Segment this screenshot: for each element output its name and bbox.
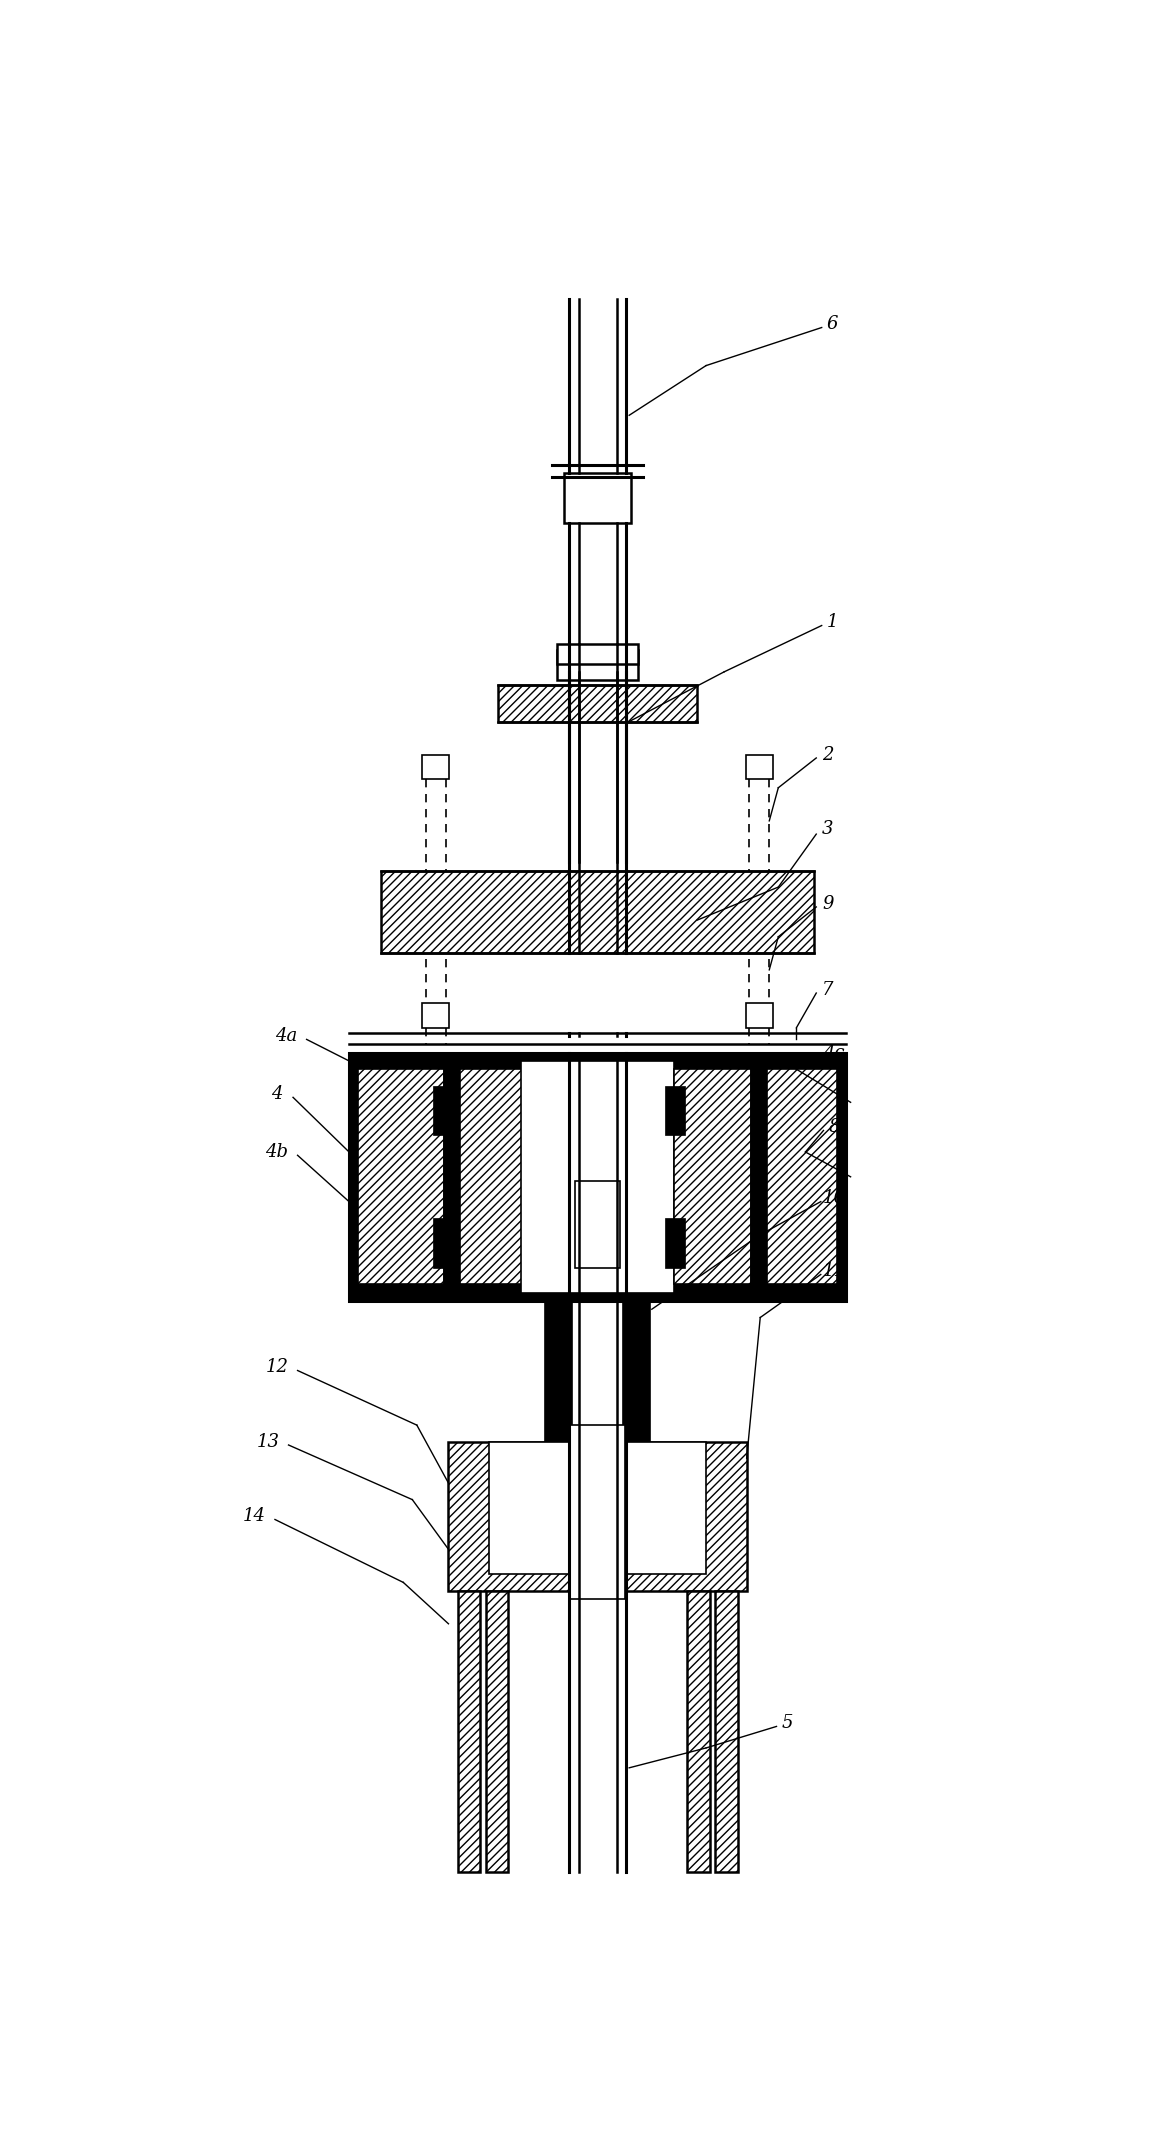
Text: 12: 12 [266, 1359, 288, 1376]
Bar [349, 1054, 847, 1301]
Bar [449, 1443, 746, 1591]
Text: 4: 4 [271, 1086, 282, 1103]
Text: 4c: 4c [823, 1043, 845, 1062]
Bar [575, 1180, 620, 1268]
Bar [746, 1002, 773, 1028]
Text: 11: 11 [823, 1262, 845, 1279]
Bar [546, 1301, 573, 1449]
Text: 1: 1 [827, 613, 838, 632]
Text: 5: 5 [781, 1714, 793, 1733]
Bar [433, 1219, 452, 1268]
Bar [751, 1069, 767, 1284]
Text: 9: 9 [822, 894, 834, 912]
Bar [666, 1086, 686, 1135]
Bar [564, 473, 631, 522]
Bar [433, 1086, 452, 1135]
Bar [746, 755, 773, 780]
Bar [521, 1060, 674, 1292]
Bar [715, 1591, 738, 1873]
Bar [358, 1069, 444, 1284]
Text: 8: 8 [829, 1118, 840, 1135]
Text: 2: 2 [822, 746, 834, 763]
Bar [444, 1069, 461, 1284]
Bar [687, 1591, 710, 1873]
Bar [422, 1002, 449, 1028]
Bar [557, 643, 638, 664]
Text: 3: 3 [822, 819, 834, 838]
Bar [381, 871, 814, 952]
Text: 10: 10 [823, 1189, 845, 1208]
Bar [623, 1301, 649, 1449]
Bar [767, 1069, 837, 1284]
Bar [570, 1425, 625, 1600]
Bar [666, 1219, 686, 1268]
Bar [557, 649, 638, 679]
Text: 7: 7 [822, 980, 834, 1000]
Bar [485, 1591, 508, 1873]
Bar [457, 1591, 480, 1873]
Bar [490, 1443, 707, 1574]
Text: 13: 13 [257, 1432, 279, 1451]
Bar [498, 686, 697, 722]
Bar [461, 1069, 538, 1284]
Bar [422, 755, 449, 780]
Bar [674, 1069, 751, 1284]
Text: 6: 6 [827, 316, 838, 333]
Text: 4a: 4a [275, 1028, 297, 1045]
Text: 14: 14 [243, 1507, 266, 1524]
Text: 4b: 4b [266, 1144, 288, 1161]
